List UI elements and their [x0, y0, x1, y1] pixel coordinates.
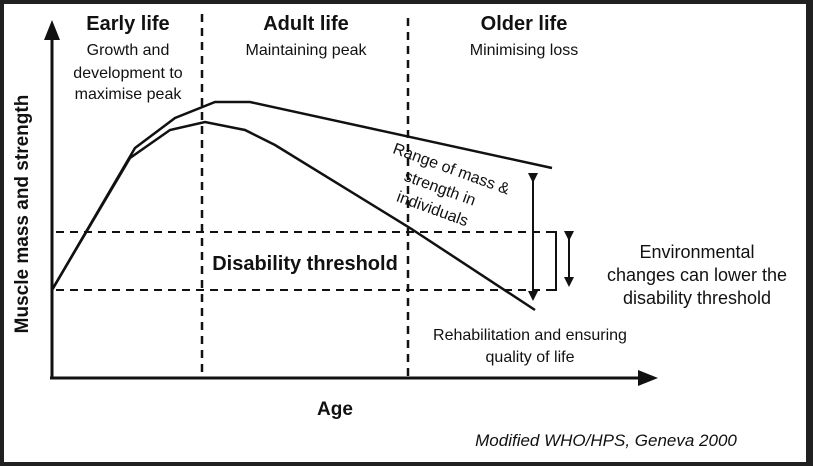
environment-note-line-1: Environmental	[639, 242, 754, 262]
life-course-diagram: Early life Growth and development to max…	[12, 13, 787, 450]
diagram-panel: Early life Growth and development to max…	[4, 4, 806, 462]
rehab-note-line-1: Rehabilitation and ensuring	[433, 327, 627, 344]
threshold-label: Disability threshold	[212, 253, 398, 275]
x-axis-label: Age	[317, 399, 353, 420]
stage-subtitle-older: Minimising loss	[470, 42, 578, 59]
stage-title-older: Older life	[481, 13, 568, 35]
stage-title-adult: Adult life	[263, 13, 349, 35]
stage-subtitle-early-3: maximise peak	[75, 86, 183, 103]
environment-note-line-3: disability threshold	[623, 288, 771, 308]
y-axis-label: Muscle mass and strength	[12, 95, 33, 334]
stage-subtitle-early-1: Growth and	[87, 42, 170, 59]
lower-curve	[50, 120, 536, 312]
rehab-note-line-2: quality of life	[486, 349, 575, 366]
x-axis-arrow-icon	[638, 370, 658, 386]
stage-subtitle-adult: Maintaining peak	[246, 42, 368, 59]
threshold-bracket	[548, 231, 557, 291]
source-credit: Modified WHO/HPS, Geneva 2000	[475, 431, 737, 450]
environment-note-line-2: changes can lower the	[607, 265, 787, 285]
stage-title-early: Early life	[86, 13, 169, 35]
y-axis-arrow-icon	[44, 20, 60, 40]
stage-subtitle-early-2: development to	[73, 65, 183, 82]
